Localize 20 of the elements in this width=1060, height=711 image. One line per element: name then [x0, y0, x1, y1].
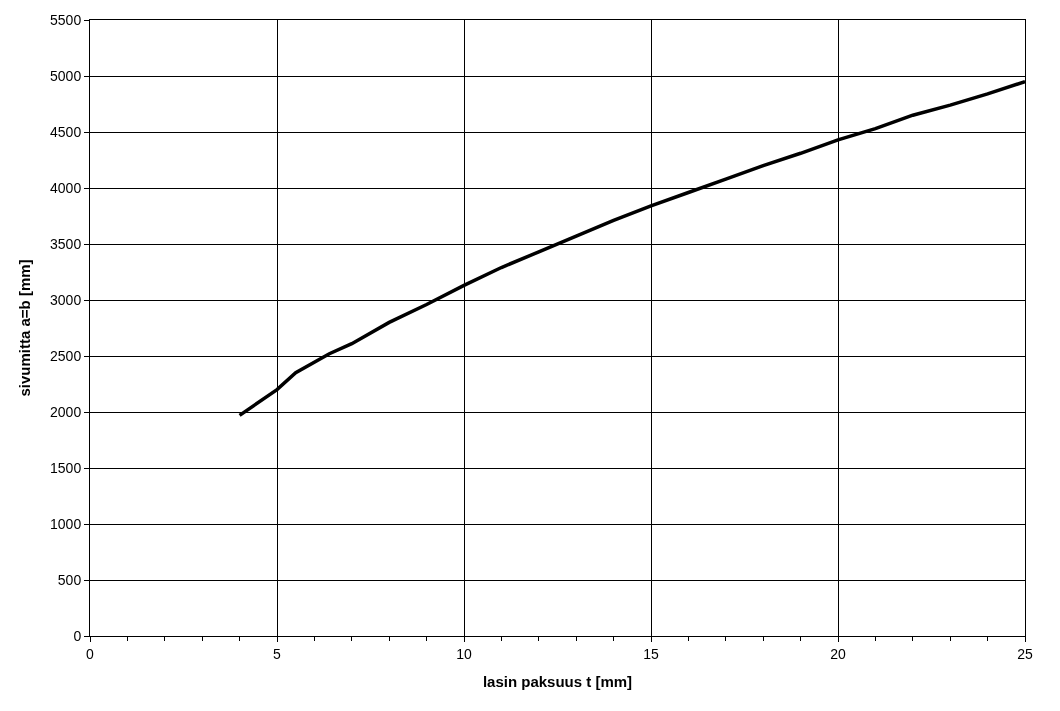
x-tick-label: 25 [1017, 645, 1033, 662]
y-tick-label: 3000 [50, 291, 82, 308]
y-tick-label: 1500 [50, 459, 82, 476]
y-tick-label: 0 [73, 627, 82, 644]
y-tick-label: 3500 [50, 235, 82, 252]
x-tick-label: 15 [643, 645, 659, 662]
y-tick-label: 4500 [50, 123, 82, 140]
y-tick-label: 5500 [50, 11, 82, 28]
y-tick-label: 2500 [50, 347, 82, 364]
x-tick-label: 0 [86, 645, 95, 662]
x-tick-label: 10 [456, 645, 472, 662]
y-tick-label: 500 [57, 571, 82, 588]
x-tick-label: 20 [830, 645, 846, 662]
x-axis-title: lasin paksuus t [mm] [482, 672, 633, 690]
y-tick-label: 1000 [50, 515, 82, 532]
y-tick-label: 4000 [50, 179, 82, 196]
y-axis-title: sivumitta a=b [mm] [16, 259, 34, 397]
y-tick-label: 5000 [50, 67, 82, 84]
x-tick-label: 5 [273, 645, 282, 662]
y-tick-label: 2000 [50, 403, 82, 420]
